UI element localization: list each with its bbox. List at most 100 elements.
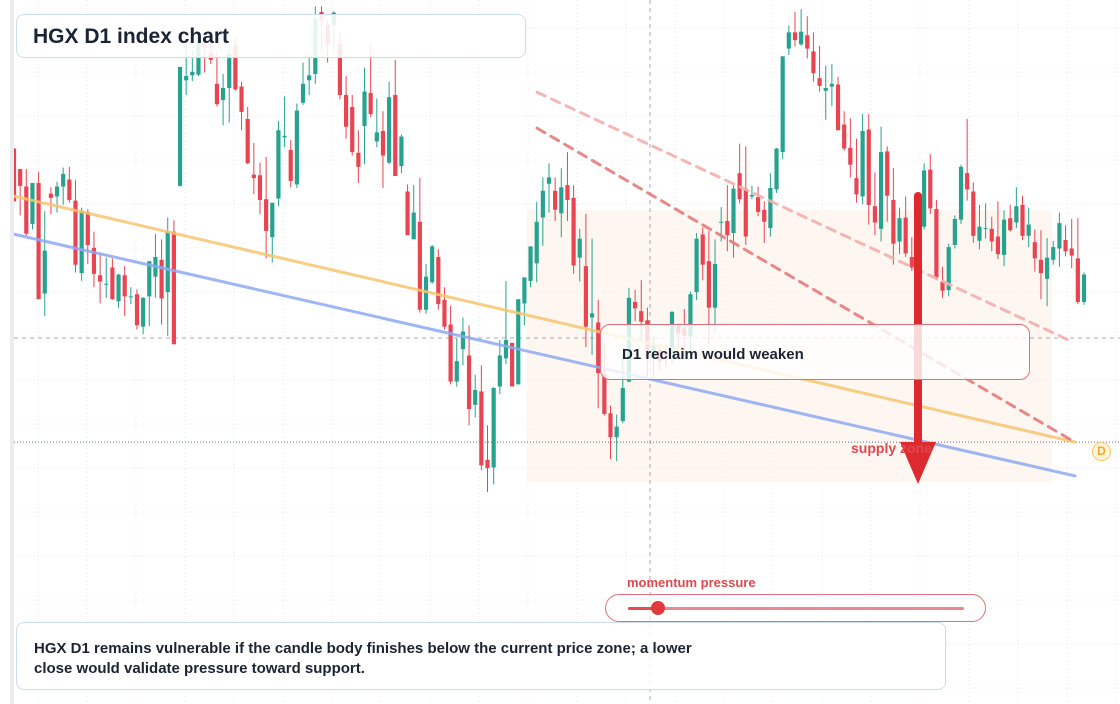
candle-bull (1014, 206, 1019, 223)
candle-bear (1008, 218, 1013, 231)
candle-bear (934, 209, 939, 278)
candle-bull (577, 238, 582, 258)
candle-bull (184, 76, 189, 81)
candle-bull (61, 173, 66, 187)
candle-bear (510, 342, 515, 387)
candle-bear (393, 95, 398, 176)
candle-bull (620, 387, 625, 421)
candle-bear (442, 299, 447, 327)
candle-bear (1038, 259, 1044, 274)
candle-bear (743, 188, 748, 237)
candle-bull (147, 261, 152, 297)
candle-bear (171, 231, 176, 345)
candle-bull (282, 135, 287, 138)
candle-bull (749, 195, 755, 197)
candle-bull (559, 187, 564, 214)
candle-bear (1069, 248, 1074, 256)
candle-bear (989, 228, 994, 242)
candle-bear (805, 35, 810, 49)
candle-bull (958, 166, 964, 220)
candle-bear (571, 197, 576, 266)
candle-bear (1063, 240, 1068, 252)
candle-bull (589, 313, 595, 318)
candle-bull (227, 54, 232, 88)
candle-bull (374, 132, 379, 142)
candle-bull (141, 297, 146, 327)
candle-bull (829, 83, 834, 87)
candle-bear (245, 118, 250, 164)
momentum-knob[interactable] (651, 601, 666, 615)
candle-bear (854, 178, 859, 195)
candle-bear (417, 221, 422, 310)
candle-bull (1026, 224, 1031, 236)
candle-bear (971, 191, 976, 236)
candle-bull (387, 97, 392, 163)
bearish-arrowhead (900, 442, 936, 484)
candle-bull (977, 226, 982, 241)
candle-bull (300, 83, 306, 103)
candle-bear (214, 83, 220, 105)
candle-bear (928, 169, 933, 209)
candle-bear (633, 302, 638, 309)
candle-bull (731, 188, 736, 234)
candle-bull (516, 299, 521, 385)
candle-bear (405, 191, 410, 236)
candle-bear (1032, 242, 1037, 259)
chart-title: HGX D1 index chart (33, 25, 230, 48)
candle-bull (307, 75, 312, 81)
candle-bear (842, 124, 847, 149)
candle-bull (768, 187, 773, 229)
candle-bear (706, 261, 711, 308)
candle-bear (239, 86, 244, 112)
candle-bear (602, 373, 607, 414)
candle-bull (780, 56, 785, 153)
candle-bear (891, 199, 896, 244)
candle-bear (903, 217, 908, 254)
candle-bull (1045, 257, 1050, 279)
candle-bear (343, 95, 349, 127)
momentum-fill (628, 607, 659, 610)
candle-bull (399, 136, 404, 167)
momentum-label: momentum pressure (627, 575, 756, 590)
candle-bear (18, 168, 23, 186)
candle-bull (694, 238, 699, 293)
candle-bear (565, 185, 570, 200)
candle-bull (177, 66, 183, 186)
candle-bear (368, 92, 373, 115)
candle-bull (688, 294, 693, 337)
momentum-slider[interactable] (605, 594, 986, 622)
candle-bear (24, 186, 29, 234)
supply-zone-label: supply zone (851, 440, 932, 456)
candle-bear (337, 43, 343, 96)
candle-bull (719, 221, 724, 223)
candle-bear (91, 247, 97, 274)
momentum-track (628, 607, 964, 610)
candle-bear (11, 148, 17, 202)
candle-bull (190, 71, 195, 76)
candle-bull (952, 218, 957, 245)
candle-bear (122, 275, 127, 297)
candle-bear (134, 294, 140, 326)
candle-bear (350, 107, 355, 153)
candle-bear (479, 391, 484, 466)
price-badge: D (1092, 442, 1111, 461)
candle-bull (276, 130, 281, 199)
candle-bear (466, 355, 472, 410)
candle-bear (755, 197, 761, 212)
candle-bull (522, 277, 527, 304)
candle-bear (866, 129, 871, 205)
analysis-note-text: HGX D1 remains vulnerable if the candle … (34, 640, 692, 677)
callout-text: D1 reclaim would weaken (622, 346, 804, 363)
candle-bull (823, 88, 828, 91)
candle-bear (725, 221, 730, 236)
candle-bull (497, 355, 502, 387)
candle-bear (448, 324, 453, 382)
candle-bull (860, 130, 865, 197)
candle-bear (380, 130, 386, 156)
candle-bear (848, 147, 853, 165)
candle-bull (786, 32, 791, 49)
candle-bear (1075, 258, 1080, 303)
resistance-line (10, 194, 1077, 444)
candle-bull (54, 186, 60, 197)
candle-bull (528, 246, 533, 281)
